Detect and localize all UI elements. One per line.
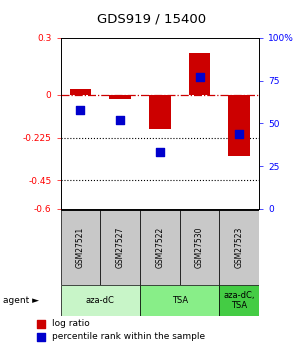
Point — [158, 150, 162, 155]
Bar — [180, 210, 219, 285]
Point — [197, 75, 202, 80]
Text: log ratio: log ratio — [52, 319, 90, 328]
Text: GDS919 / 15400: GDS919 / 15400 — [97, 12, 206, 25]
Point — [78, 107, 83, 112]
Bar — [219, 285, 259, 316]
Bar — [149, 95, 171, 129]
Bar — [100, 210, 140, 285]
Text: aza-dC,
TSA: aza-dC, TSA — [224, 291, 255, 310]
Bar — [219, 210, 259, 285]
Bar — [61, 210, 100, 285]
Text: GSM27530: GSM27530 — [195, 227, 204, 268]
Bar — [69, 89, 92, 95]
Point — [38, 334, 43, 339]
Text: percentile rank within the sample: percentile rank within the sample — [52, 332, 205, 341]
Text: GSM27527: GSM27527 — [116, 227, 125, 268]
Bar — [109, 95, 131, 99]
Point — [38, 321, 43, 327]
Text: aza-dC: aza-dC — [86, 296, 115, 305]
Text: GSM27523: GSM27523 — [235, 227, 244, 268]
Point — [237, 131, 242, 136]
Text: GSM27522: GSM27522 — [155, 227, 164, 268]
Text: GSM27521: GSM27521 — [76, 227, 85, 268]
Point — [118, 117, 122, 123]
Bar — [188, 53, 211, 95]
Text: TSA: TSA — [171, 296, 188, 305]
Bar — [140, 285, 219, 316]
Bar — [61, 285, 140, 316]
Text: agent ►: agent ► — [3, 296, 39, 305]
Bar — [140, 210, 180, 285]
Bar — [228, 95, 250, 156]
